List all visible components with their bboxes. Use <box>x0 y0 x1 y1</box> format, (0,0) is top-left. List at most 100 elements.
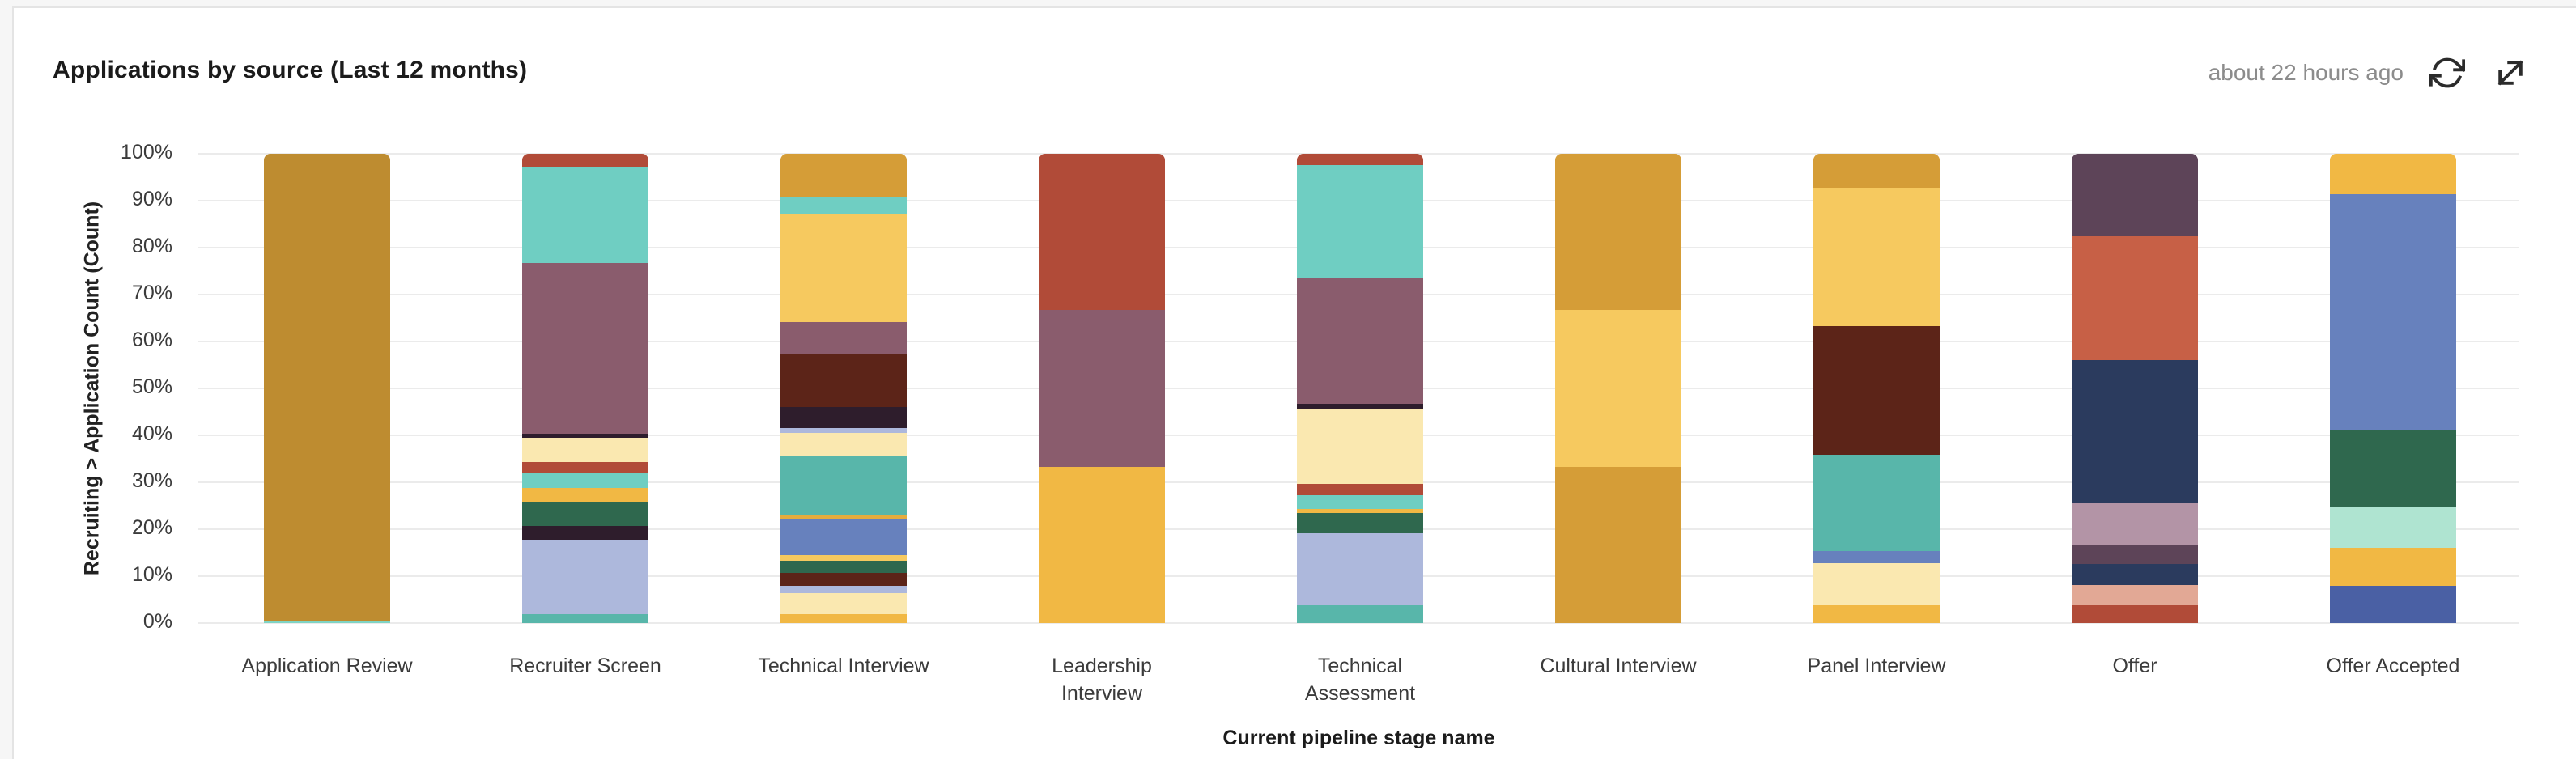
bar-segment[interactable] <box>780 519 907 555</box>
bar-segment[interactable] <box>1297 408 1423 485</box>
bar-segment[interactable] <box>780 593 907 615</box>
bar-segment[interactable] <box>780 585 907 594</box>
bar-segment[interactable] <box>2072 235 2198 360</box>
bar-segment[interactable] <box>1813 605 1940 623</box>
bar-segment[interactable] <box>2072 545 2198 564</box>
y-tick-label: 40% <box>131 422 172 445</box>
y-tick-label: 70% <box>131 282 172 304</box>
bar-segment[interactable] <box>1039 154 1165 311</box>
bar-segment[interactable] <box>2330 507 2456 548</box>
bar-offer-accepted[interactable] <box>2330 154 2456 623</box>
bar-segment[interactable] <box>2330 154 2456 194</box>
x-axis-title: Current pipeline stage name <box>1222 727 1495 749</box>
bar-segment[interactable] <box>2072 154 2198 236</box>
bar-segment[interactable] <box>2072 563 2198 585</box>
bar-application-review[interactable] <box>264 154 390 623</box>
bar-segment[interactable] <box>522 433 648 439</box>
bar-segment[interactable] <box>780 572 907 586</box>
bar-segment[interactable] <box>522 154 648 168</box>
x-axis-category-label: Technical Interview <box>758 655 929 677</box>
x-axis-category-label: Recruiter Screen <box>509 655 661 677</box>
bar-segment[interactable] <box>1297 404 1423 409</box>
bar-offer[interactable] <box>2072 154 2198 623</box>
gridline <box>198 622 2519 624</box>
bar-segment[interactable] <box>780 154 907 197</box>
bar-cultural-interview[interactable] <box>1555 154 1681 623</box>
bar-panel-interview[interactable] <box>1813 154 1940 623</box>
bar-segment[interactable] <box>1297 532 1423 605</box>
bar-segment[interactable] <box>780 560 907 573</box>
bar-segment[interactable] <box>1813 550 1940 564</box>
bar-segment[interactable] <box>2072 359 2198 503</box>
y-tick-label: 100% <box>121 141 172 163</box>
expand-icon <box>2497 60 2523 86</box>
bar-segment[interactable] <box>780 354 907 408</box>
bar-segment[interactable] <box>1297 484 1423 496</box>
bar-segment[interactable] <box>264 154 390 621</box>
bar-segment[interactable] <box>780 214 907 323</box>
bar-segment[interactable] <box>780 515 907 520</box>
last-updated-timestamp: about 22 hours ago <box>2208 60 2404 85</box>
bar-segment[interactable] <box>522 462 648 473</box>
bar-segment[interactable] <box>1813 563 1940 606</box>
y-tick-label: 0% <box>142 610 172 633</box>
bar-segment[interactable] <box>1297 164 1423 278</box>
bar-segment[interactable] <box>522 502 648 527</box>
bar-leadership-interview[interactable] <box>1039 154 1165 623</box>
bar-segment[interactable] <box>1555 310 1681 467</box>
bar-segment[interactable] <box>2330 586 2456 623</box>
bar-segment[interactable] <box>522 167 648 264</box>
bar-segment[interactable] <box>1555 154 1681 311</box>
bar-segment[interactable] <box>2072 584 2198 606</box>
y-tick-label: 80% <box>131 235 172 257</box>
bar-segment[interactable] <box>780 455 907 515</box>
refresh-button[interactable] <box>2428 53 2467 92</box>
bar-segment[interactable] <box>780 197 907 215</box>
bar-segment[interactable] <box>1297 512 1423 533</box>
y-tick-label: 60% <box>131 329 172 351</box>
bar-segment[interactable] <box>780 428 907 434</box>
bar-segment[interactable] <box>1297 509 1423 513</box>
bar-segment[interactable] <box>522 540 648 615</box>
bar-segment[interactable] <box>2330 547 2456 587</box>
y-tick-label: 10% <box>131 563 172 586</box>
refresh-icon <box>2429 57 2465 88</box>
bar-segment[interactable] <box>1297 604 1423 623</box>
bar-segment[interactable] <box>780 614 907 623</box>
bar-segment[interactable] <box>522 487 648 502</box>
bar-technical-assessment[interactable] <box>1297 154 1423 623</box>
bar-segment[interactable] <box>522 473 648 488</box>
chart-title: Applications by source (Last 12 months) <box>53 57 528 83</box>
bar-segment[interactable] <box>1813 325 1940 455</box>
bar-segment[interactable] <box>1555 466 1681 623</box>
bar-segment[interactable] <box>264 621 390 623</box>
bar-recruiter-screen[interactable] <box>522 154 648 623</box>
bar-segment[interactable] <box>780 407 907 429</box>
bar-segment[interactable] <box>780 554 907 561</box>
bar-segment[interactable] <box>1039 466 1165 623</box>
bar-segment[interactable] <box>2330 430 2456 507</box>
y-tick-label: 30% <box>131 469 172 492</box>
bar-segment[interactable] <box>2072 502 2198 545</box>
bar-segment[interactable] <box>780 433 907 456</box>
bar-technical-interview[interactable] <box>780 154 907 623</box>
y-tick-label: 20% <box>131 516 172 539</box>
bar-segment[interactable] <box>1039 310 1165 467</box>
bar-segment[interactable] <box>2072 605 2198 623</box>
bar-segment[interactable] <box>2330 193 2456 430</box>
bar-segment[interactable] <box>1297 495 1423 509</box>
bar-segment[interactable] <box>780 322 907 354</box>
x-axis-category-labels: Application Review Recruiter Screen Techni… <box>0 652 2576 720</box>
bar-segment[interactable] <box>1297 154 1423 165</box>
bar-segment[interactable] <box>1813 454 1940 551</box>
bar-segment[interactable] <box>1297 277 1423 405</box>
bar-segment[interactable] <box>522 614 648 623</box>
card-header-actions: about 22 hours ago <box>2208 50 2530 95</box>
bar-segment[interactable] <box>1813 154 1940 188</box>
bar-segment[interactable] <box>522 438 648 463</box>
x-axis-category-label: Application Review <box>241 655 413 677</box>
expand-button[interactable] <box>2491 53 2530 92</box>
bar-segment[interactable] <box>522 526 648 541</box>
bar-segment[interactable] <box>522 263 648 434</box>
bar-segment[interactable] <box>1813 187 1940 326</box>
